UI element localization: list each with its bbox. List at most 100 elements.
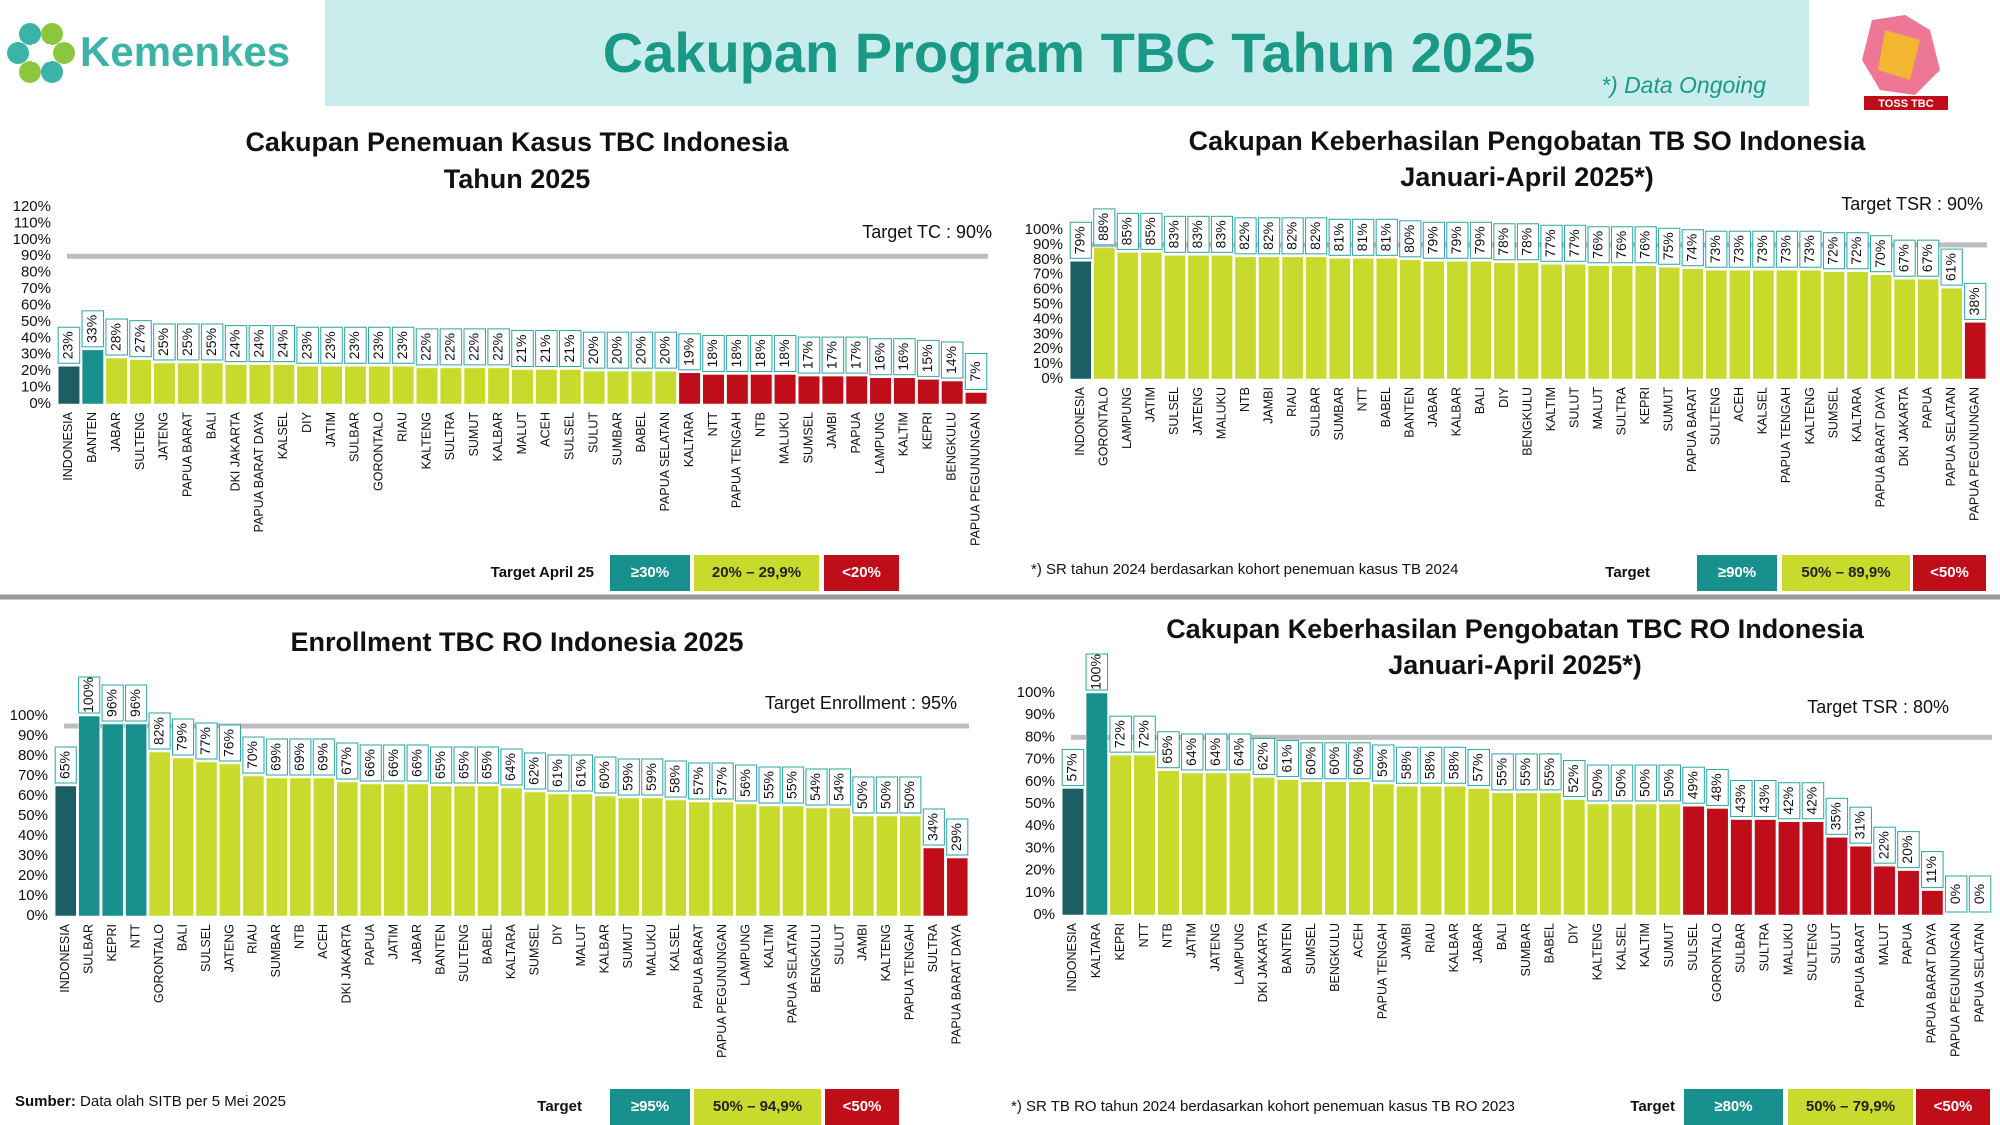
bar <box>1085 692 1108 916</box>
chart-title: Januari-April 2025*) <box>1388 650 1642 680</box>
value-label: 17% <box>824 341 840 369</box>
target-label: Target Enrollment : 95% <box>765 693 957 713</box>
value-label: 82% <box>1283 222 1299 250</box>
y-tick-label: 90% <box>18 727 48 744</box>
value-label: 49% <box>1684 771 1700 799</box>
chart-title: Enrollment TBC RO Indonesia 2025 <box>290 627 743 657</box>
value-label-box <box>1204 733 1228 771</box>
bar <box>1823 271 1845 380</box>
bar <box>392 365 415 405</box>
value-label-box <box>940 341 964 379</box>
value-label: 83% <box>1213 220 1229 248</box>
x-tick-label: MALUKU <box>777 412 791 464</box>
x-tick-label: DKI JAKARTA <box>340 923 354 1003</box>
value-label-box <box>1706 768 1729 806</box>
value-label-box <box>805 768 828 806</box>
value-label-box <box>430 746 453 784</box>
value-label: 65% <box>432 751 448 779</box>
x-tick-label: SULTENG <box>1805 923 1819 981</box>
bar <box>559 369 582 405</box>
value-label: 69% <box>315 743 331 771</box>
bar <box>487 367 510 405</box>
x-tick-label: PAPUA TENGAH <box>730 412 744 508</box>
value-label: 79% <box>1071 226 1087 254</box>
value-label: 55% <box>1517 758 1533 786</box>
x-tick-label: BENGKULU <box>809 924 823 993</box>
value-label: 81% <box>1330 223 1346 251</box>
value-label: 66% <box>361 749 377 777</box>
bar <box>869 377 892 405</box>
legend-swatch <box>1684 1089 1783 1125</box>
bar <box>201 362 224 405</box>
value-label: 85% <box>1142 217 1158 245</box>
x-tick-label: JATIM <box>386 924 400 959</box>
value-label: 58% <box>1398 751 1414 779</box>
x-tick-label: DIY <box>551 923 565 945</box>
value-label-box <box>1467 748 1490 786</box>
x-tick-label: PAPUA SELATAN <box>1972 923 1986 1022</box>
x-tick-label: JAMBI <box>1261 387 1275 424</box>
value-label-box <box>1085 653 1109 691</box>
value-label: 22% <box>465 333 481 361</box>
title-band <box>325 0 1809 106</box>
value-label: 28% <box>107 323 123 351</box>
bar <box>57 365 80 405</box>
x-tick-label: BALI <box>1495 923 1509 950</box>
bar <box>1964 322 1987 380</box>
value-label-box <box>312 738 335 776</box>
y-tick-label: 0% <box>1041 370 1063 387</box>
bar <box>153 362 176 405</box>
bar <box>1372 783 1395 916</box>
bar <box>1540 264 1563 380</box>
chart-title: Cakupan Keberhasilan Pengobatan TBC RO I… <box>1166 614 1865 644</box>
x-tick-label: KALTIM <box>762 924 776 968</box>
legend-label: ≥30% <box>631 564 669 581</box>
y-tick-label: 80% <box>1033 251 1063 268</box>
value-label-box <box>606 331 630 369</box>
bar <box>1164 255 1186 380</box>
x-tick-label: PAPUA TENGAH <box>1376 923 1390 1019</box>
value-label-box <box>1658 764 1681 802</box>
y-tick-label: 10% <box>1033 355 1063 372</box>
value-label: 42% <box>1780 787 1796 815</box>
value-label: 18% <box>728 339 744 367</box>
bar <box>782 805 804 917</box>
value-label-box <box>1801 782 1825 820</box>
value-label: 16% <box>895 343 911 371</box>
value-label: 66% <box>385 749 401 777</box>
x-tick-label: KALTIM <box>1638 923 1652 967</box>
value-label: 61% <box>1278 745 1294 773</box>
value-label: 21% <box>561 335 577 363</box>
x-tick-label: DKI JAKARTA <box>228 411 242 491</box>
y-tick-label: 90% <box>1033 236 1063 253</box>
bar <box>1133 754 1156 916</box>
bar <box>1211 255 1233 380</box>
bar <box>1778 821 1801 916</box>
value-label-box <box>1181 733 1204 771</box>
x-tick-label: PAPUA <box>849 411 863 453</box>
value-label-box <box>654 331 677 369</box>
value-label-box <box>439 328 463 366</box>
value-label: 50% <box>854 781 870 809</box>
x-tick-label: ACEH <box>1732 387 1746 422</box>
y-tick-label: 30% <box>1025 839 1055 856</box>
page-title: Cakupan Program TBC Tahun 2025 <box>603 21 1536 84</box>
value-label: 64% <box>1183 738 1199 766</box>
bar <box>618 797 640 917</box>
value-label: 96% <box>127 689 143 717</box>
y-tick-label: 110% <box>14 214 51 231</box>
bar <box>726 374 749 405</box>
y-tick-label: 30% <box>1033 325 1063 342</box>
x-tick-label: NTT <box>1356 387 1370 412</box>
x-tick-label: JAMBI <box>825 412 839 449</box>
value-label-box <box>1348 742 1371 780</box>
x-tick-label: JATIM <box>1185 923 1199 958</box>
value-label: 19% <box>680 338 696 366</box>
value-label-box <box>702 334 725 372</box>
bar <box>535 369 558 405</box>
value-label-box <box>1515 753 1538 791</box>
x-tick-label: PAPUA <box>363 923 377 965</box>
y-tick-label: 90% <box>21 247 51 264</box>
bar <box>654 370 677 405</box>
value-label-box <box>570 754 593 792</box>
